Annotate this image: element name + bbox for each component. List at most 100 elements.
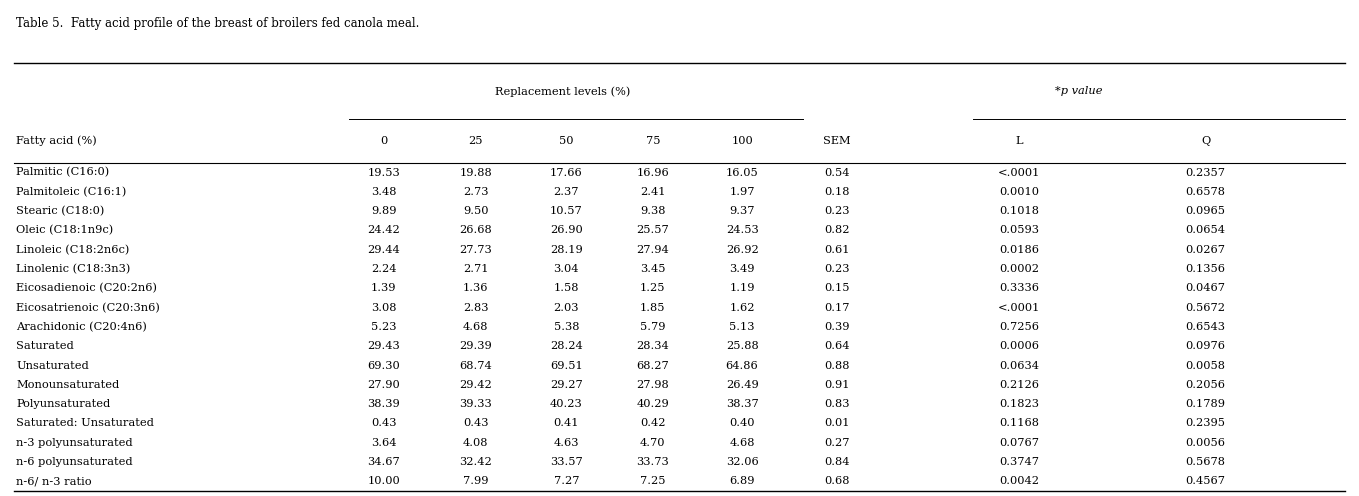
Text: Linoleic (C18:2n6c): Linoleic (C18:2n6c) xyxy=(16,245,129,255)
Text: 0.5678: 0.5678 xyxy=(1185,457,1226,467)
Text: 3.49: 3.49 xyxy=(730,264,754,274)
Text: Saturated: Unsaturated: Saturated: Unsaturated xyxy=(16,419,154,429)
Text: 4.68: 4.68 xyxy=(730,438,754,448)
Text: 0.01: 0.01 xyxy=(824,419,849,429)
Text: 16.96: 16.96 xyxy=(636,168,669,178)
Text: 0.1018: 0.1018 xyxy=(999,206,1040,216)
Text: 3.48: 3.48 xyxy=(371,187,397,197)
Text: 1.85: 1.85 xyxy=(640,303,666,312)
Text: 69.51: 69.51 xyxy=(550,361,583,371)
Text: Table 5.  Fatty acid profile of the breast of broilers fed canola meal.: Table 5. Fatty acid profile of the breas… xyxy=(16,17,420,30)
Text: 2.83: 2.83 xyxy=(463,303,488,312)
Text: 39.33: 39.33 xyxy=(459,399,492,409)
Text: 0.15: 0.15 xyxy=(824,283,849,294)
Text: 4.08: 4.08 xyxy=(463,438,488,448)
Text: 28.24: 28.24 xyxy=(550,341,583,351)
Text: 32.06: 32.06 xyxy=(726,457,758,467)
Text: 0.61: 0.61 xyxy=(824,245,849,255)
Text: 68.74: 68.74 xyxy=(459,361,492,371)
Text: 4.68: 4.68 xyxy=(463,322,488,332)
Text: 2.37: 2.37 xyxy=(553,187,579,197)
Text: 25.88: 25.88 xyxy=(726,341,758,351)
Text: 17.66: 17.66 xyxy=(550,168,583,178)
Text: 100: 100 xyxy=(731,136,753,146)
Text: 38.39: 38.39 xyxy=(367,399,400,409)
Text: 2.41: 2.41 xyxy=(640,187,666,197)
Text: 29.27: 29.27 xyxy=(550,380,583,390)
Text: 9.50: 9.50 xyxy=(463,206,488,216)
Text: 1.19: 1.19 xyxy=(730,283,754,294)
Text: 3.45: 3.45 xyxy=(640,264,666,274)
Text: 0.91: 0.91 xyxy=(824,380,849,390)
Text: 0.0006: 0.0006 xyxy=(999,341,1040,351)
Text: 0.0010: 0.0010 xyxy=(999,187,1040,197)
Text: 5.38: 5.38 xyxy=(553,322,579,332)
Text: Stearic (C18:0): Stearic (C18:0) xyxy=(16,206,105,216)
Text: 7.27: 7.27 xyxy=(553,476,579,487)
Text: 40.23: 40.23 xyxy=(550,399,583,409)
Text: 26.90: 26.90 xyxy=(550,226,583,236)
Text: 29.43: 29.43 xyxy=(367,341,400,351)
Text: 0.3336: 0.3336 xyxy=(999,283,1040,294)
Text: 4.63: 4.63 xyxy=(553,438,579,448)
Text: 0.0042: 0.0042 xyxy=(999,476,1040,487)
Text: 25.57: 25.57 xyxy=(636,226,669,236)
Text: 40.29: 40.29 xyxy=(636,399,669,409)
Text: 0.0056: 0.0056 xyxy=(1185,438,1226,448)
Text: 0: 0 xyxy=(381,136,387,146)
Text: 0.4567: 0.4567 xyxy=(1185,476,1226,487)
Text: 26.92: 26.92 xyxy=(726,245,758,255)
Text: 0.1168: 0.1168 xyxy=(999,419,1040,429)
Text: 0.39: 0.39 xyxy=(824,322,849,332)
Text: 0.0186: 0.0186 xyxy=(999,245,1040,255)
Text: 0.3747: 0.3747 xyxy=(999,457,1040,467)
Text: 16.05: 16.05 xyxy=(726,168,758,178)
Text: 27.90: 27.90 xyxy=(367,380,400,390)
Text: 0.0634: 0.0634 xyxy=(999,361,1040,371)
Text: 33.73: 33.73 xyxy=(636,457,669,467)
Text: 2.73: 2.73 xyxy=(463,187,488,197)
Text: 9.38: 9.38 xyxy=(640,206,666,216)
Text: 0.0654: 0.0654 xyxy=(1185,226,1226,236)
Text: n-6/ n-3 ratio: n-6/ n-3 ratio xyxy=(16,476,92,487)
Text: 0.2357: 0.2357 xyxy=(1185,168,1226,178)
Text: 0.17: 0.17 xyxy=(824,303,849,312)
Text: 3.64: 3.64 xyxy=(371,438,397,448)
Text: 2.71: 2.71 xyxy=(463,264,488,274)
Text: 0.64: 0.64 xyxy=(824,341,849,351)
Text: 0.2395: 0.2395 xyxy=(1185,419,1226,429)
Text: <.0001: <.0001 xyxy=(998,168,1040,178)
Text: 0.43: 0.43 xyxy=(371,419,397,429)
Text: 10.57: 10.57 xyxy=(550,206,583,216)
Text: 1.62: 1.62 xyxy=(730,303,754,312)
Text: 27.73: 27.73 xyxy=(459,245,492,255)
Text: 10.00: 10.00 xyxy=(367,476,400,487)
Text: 0.0467: 0.0467 xyxy=(1185,283,1226,294)
Text: 0.43: 0.43 xyxy=(463,419,488,429)
Text: n-6 polyunsaturated: n-6 polyunsaturated xyxy=(16,457,133,467)
Text: 68.27: 68.27 xyxy=(636,361,669,371)
Text: Replacement levels (%): Replacement levels (%) xyxy=(495,86,631,97)
Text: 29.42: 29.42 xyxy=(459,380,492,390)
Text: 32.42: 32.42 xyxy=(459,457,492,467)
Text: 1.36: 1.36 xyxy=(463,283,488,294)
Text: 0.1356: 0.1356 xyxy=(1185,264,1226,274)
Text: 1.39: 1.39 xyxy=(371,283,397,294)
Text: 5.23: 5.23 xyxy=(371,322,397,332)
Text: 50: 50 xyxy=(559,136,573,146)
Text: Monounsaturated: Monounsaturated xyxy=(16,380,120,390)
Text: Arachidonic (C20:4n6): Arachidonic (C20:4n6) xyxy=(16,322,147,332)
Text: 0.0593: 0.0593 xyxy=(999,226,1040,236)
Text: 64.86: 64.86 xyxy=(726,361,758,371)
Text: 6.89: 6.89 xyxy=(730,476,754,487)
Text: 28.19: 28.19 xyxy=(550,245,583,255)
Text: 25: 25 xyxy=(469,136,482,146)
Text: 0.42: 0.42 xyxy=(640,419,666,429)
Text: 0.0002: 0.0002 xyxy=(999,264,1040,274)
Text: Q: Q xyxy=(1201,136,1211,146)
Text: 19.88: 19.88 xyxy=(459,168,492,178)
Text: *p value: *p value xyxy=(1056,86,1102,96)
Text: 33.57: 33.57 xyxy=(550,457,583,467)
Text: SEM: SEM xyxy=(822,136,851,146)
Text: 1.58: 1.58 xyxy=(553,283,579,294)
